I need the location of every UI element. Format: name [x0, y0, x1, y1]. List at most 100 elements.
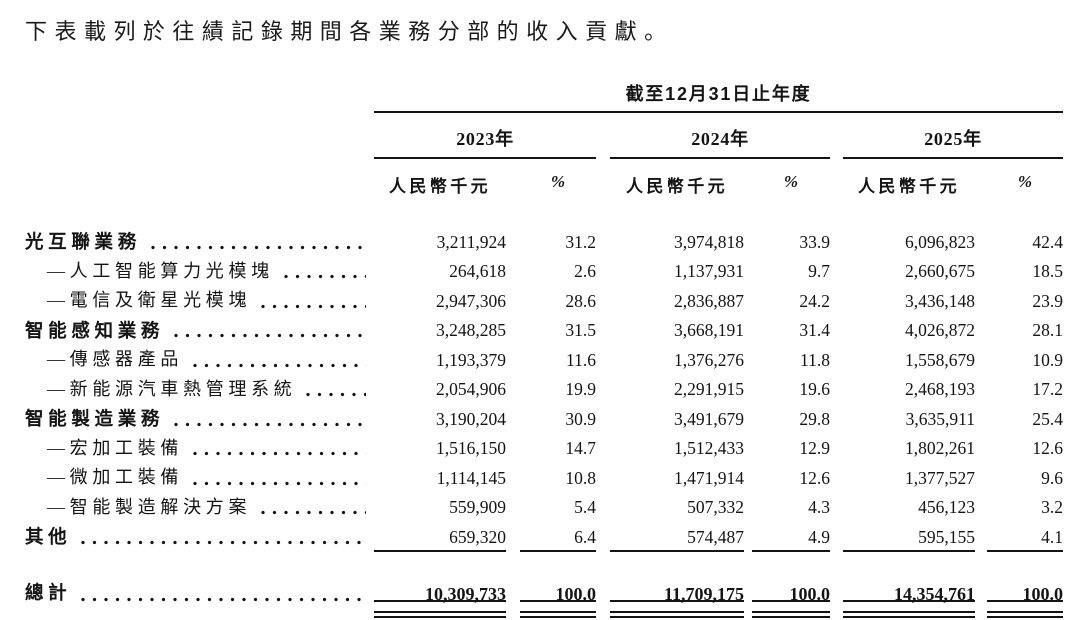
amount-value: 3,668,191	[674, 320, 744, 340]
total-amount-2024: 11,709,175	[610, 576, 744, 618]
row-label-text: —傳感器產品	[47, 349, 184, 369]
percent-value: 12.6	[799, 467, 830, 488]
percent-value: 33.9	[799, 231, 830, 252]
year-header-2024: 2024年	[610, 125, 830, 159]
amount-value: 1,512,433	[674, 438, 744, 458]
total-amount-2023: 10,309,733	[374, 576, 506, 618]
amount-value: 595,155	[843, 522, 975, 552]
percent-value: 28.1	[1032, 320, 1063, 340]
percent-value: 4.9	[752, 522, 830, 552]
percent-value: 9.7	[808, 261, 830, 281]
percent-value: 4.3	[808, 497, 830, 517]
amount-value: 3,190,204	[436, 408, 506, 429]
row-label-text: —新能源汽車熱管理系統	[47, 378, 297, 399]
table-row: —新能源汽車熱管理系統 2,054,906 19.9 2,291,915 19.6 2,4…	[25, 375, 1063, 405]
percent-value: 23.9	[1032, 290, 1063, 311]
amount-value: 1,376,276	[674, 349, 744, 370]
table-row: 智能製造業務 3,190,204 30.9 3,491,679 29.8 3,635,91…	[25, 404, 1063, 434]
amount-value: 2,660,675	[905, 261, 975, 281]
dot-leader	[306, 392, 366, 397]
percent-value: 12.9	[799, 438, 830, 458]
percent-value: 19.9	[565, 379, 596, 399]
percent-value: 3.2	[1041, 497, 1063, 517]
year-header-2023: 2023年	[374, 125, 596, 159]
dot-leader	[81, 539, 366, 545]
amount-value: 1,193,379	[436, 349, 506, 370]
percent-value: 19.6	[799, 379, 830, 399]
percent-value: 9.6	[1041, 467, 1063, 488]
percent-value: 10.9	[1032, 349, 1063, 370]
amount-value: 3,436,148	[905, 290, 975, 311]
row-label-cell: —人工智能算力光模塊	[25, 257, 374, 287]
row-label-cell: 智能製造業務	[25, 404, 374, 434]
percent-value: 17.2	[1032, 379, 1063, 399]
table-row: —智能製造解決方案 559,909 5.4 507,332 4.3 456,123 3.2	[25, 493, 1063, 523]
row-label-text: 光互聯業務	[25, 231, 141, 252]
percent-value: 25.4	[1032, 408, 1063, 429]
intro-sentence: 下表載列於往績記錄期間各業務分部的收入貢獻。	[25, 19, 674, 44]
amount-value: 659,320	[374, 522, 506, 552]
row-label-cell: —電信及衛星光模塊	[25, 286, 374, 316]
percent-value: 28.6	[565, 290, 596, 311]
row-label-cell: —宏加工裝備	[25, 434, 374, 464]
row-label-cell: 智能感知業務	[25, 316, 374, 346]
percent-value: 30.9	[565, 408, 596, 429]
table-row: —宏加工裝備 1,516,150 14.7 1,512,433 12.9 1,802,26…	[25, 434, 1063, 464]
total-amount-2025: 14,354,761	[843, 576, 975, 618]
table-row: 光互聯業務 3,211,924 31.2 3,974,818 33.9 6,096,823…	[25, 227, 1063, 257]
amount-value: 264,618	[449, 261, 506, 281]
revenue-contribution-table: 截至12月31日止年度 2023年 2024年 2025年 人民幣千元 % 人民…	[25, 80, 1080, 618]
percent-value: 11.6	[566, 349, 596, 370]
total-percent-2023: 100.0	[520, 576, 596, 618]
percent-value: 42.4	[1032, 231, 1063, 252]
amount-value: 4,026,872	[905, 320, 975, 340]
table-row: 智能感知業務 3,248,285 31.5 3,668,191 31.4 4,026,87…	[25, 316, 1063, 346]
row-label-text: —電信及衛星光模塊	[47, 290, 252, 310]
row-label-cell: 其他	[25, 522, 374, 552]
percent-value: 18.5	[1032, 261, 1063, 281]
dot-leader	[261, 510, 366, 515]
percent-value: 14.7	[565, 438, 596, 458]
dot-leader	[283, 274, 366, 279]
row-label-text: —宏加工裝備	[47, 437, 184, 458]
amount-value: 574,487	[610, 522, 744, 552]
dot-leader	[261, 303, 366, 309]
total-label-text: 總計	[25, 581, 72, 603]
percent-value: 31.2	[565, 231, 596, 252]
amount-value: 2,291,915	[674, 379, 744, 399]
percent-value: 6.4	[520, 522, 596, 552]
period-header-row: 截至12月31日止年度	[25, 80, 1063, 113]
unit-header-rmb-2023: 人民幣千元	[389, 177, 491, 196]
dot-leader	[174, 333, 366, 338]
amount-value: 1,516,150	[436, 438, 506, 458]
table-row: —傳感器產品 1,193,379 11.6 1,376,276 11.8 1,558,67…	[25, 345, 1063, 375]
row-label-text: 智能感知業務	[25, 319, 165, 341]
amount-value: 2,468,193	[905, 379, 975, 399]
total-row: 總計 10,309,733 100.0 11,709,175 100.0 14,…	[25, 576, 1063, 618]
percent-value: 24.2	[799, 290, 830, 311]
amount-value: 1,558,679	[905, 349, 975, 370]
amount-value: 3,974,818	[674, 231, 744, 252]
amount-value: 2,836,887	[674, 290, 744, 311]
percent-value: 12.6	[1032, 438, 1063, 458]
table-body: 光互聯業務 3,211,924 31.2 3,974,818 33.9 6,096,823…	[25, 227, 1080, 552]
year-header-row: 2023年 2024年 2025年	[25, 125, 1063, 159]
row-label-cell: —微加工裝備	[25, 463, 374, 493]
total-label-cell: 總計	[25, 576, 374, 618]
row-label-text: 智能製造業務	[25, 408, 165, 429]
row-label-cell: 光互聯業務	[25, 227, 374, 257]
row-label-text: —智能製造解決方案	[47, 496, 252, 517]
total-percent-2025: 100.0	[987, 576, 1063, 618]
year-header-2025: 2025年	[843, 125, 1063, 159]
amount-value: 1,137,931	[674, 261, 744, 281]
dot-leader	[150, 244, 366, 250]
row-label-text: 其他	[25, 526, 72, 547]
amount-value: 2,054,906	[436, 379, 506, 399]
unit-header-rmb-2025: 人民幣千元	[858, 177, 960, 196]
row-label-cell: —智能製造解決方案	[25, 493, 374, 523]
percent-value: 29.8	[799, 408, 830, 429]
amount-value: 1,114,145	[436, 467, 506, 488]
dot-leader	[193, 362, 366, 368]
unit-header-rmb-2024: 人民幣千元	[626, 177, 728, 196]
